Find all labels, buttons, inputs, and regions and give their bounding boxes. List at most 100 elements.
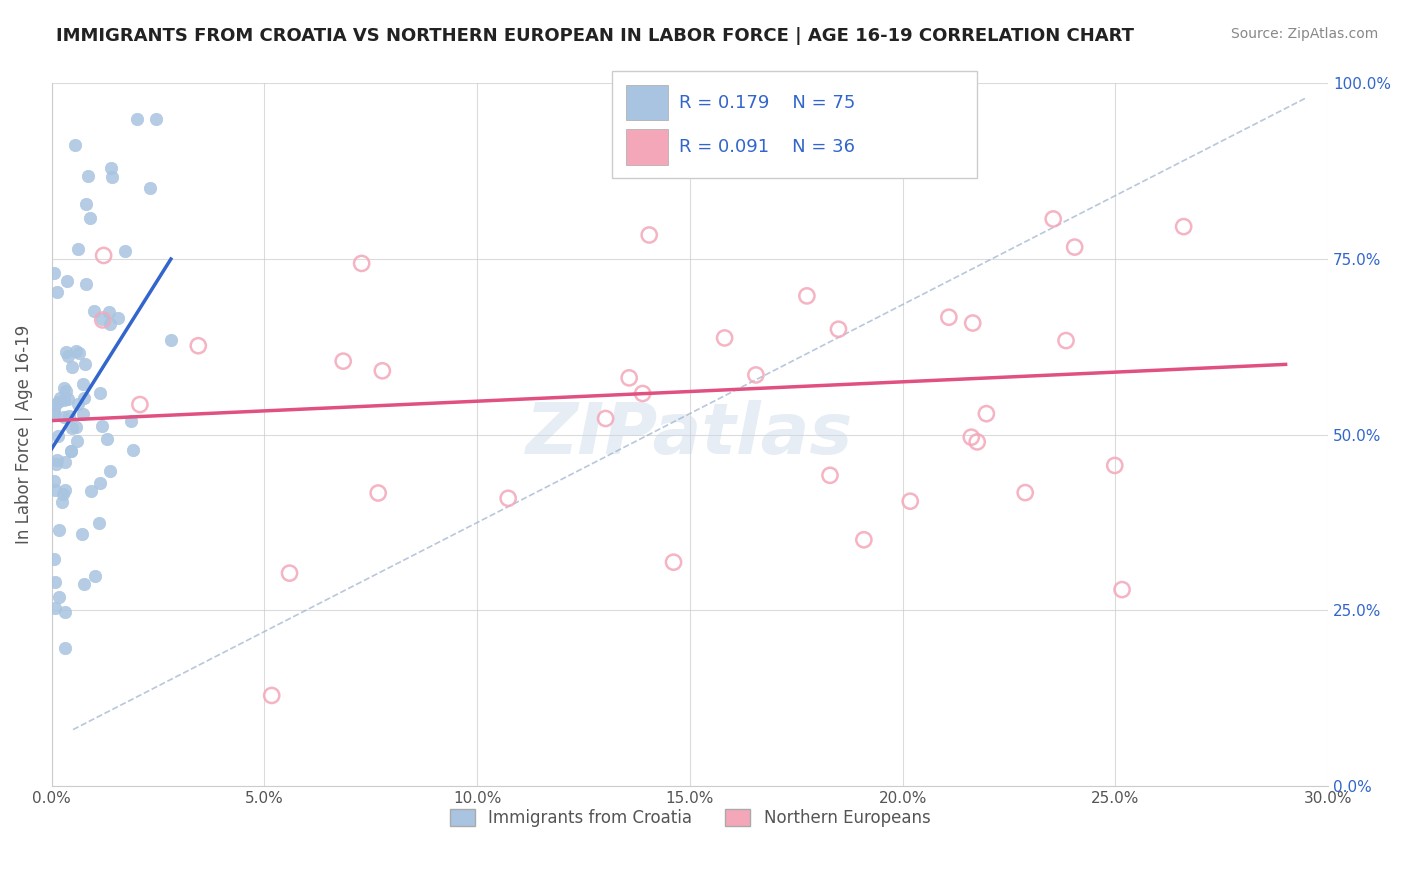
Point	[84, 569, 107, 583]
Point	[367, 486, 389, 500]
Point	[91, 312, 114, 326]
Point	[962, 316, 984, 330]
Text: IMMIGRANTS FROM CROATIA VS NORTHERN EUROPEAN IN LABOR FORCE | AGE 16-19 CORRELAT: IMMIGRANTS FROM CROATIA VS NORTHERN EURO…	[56, 27, 1135, 45]
Point	[80, 483, 103, 498]
Point	[49, 391, 72, 405]
Point	[83, 303, 105, 318]
Point	[52, 410, 75, 425]
Point	[98, 317, 121, 331]
Point	[53, 455, 76, 469]
Point	[139, 181, 162, 195]
Point	[852, 533, 875, 547]
Point	[97, 305, 120, 319]
Point	[42, 407, 65, 421]
Point	[87, 516, 110, 530]
Point	[125, 112, 148, 126]
Text: R = 0.179    N = 75: R = 0.179 N = 75	[679, 94, 855, 112]
Point	[75, 277, 97, 292]
Point	[128, 398, 150, 412]
Point	[56, 349, 79, 363]
Point	[73, 576, 96, 591]
Point	[53, 483, 76, 498]
Point	[107, 311, 129, 326]
Point	[1054, 334, 1077, 348]
Point	[89, 475, 111, 490]
Text: Source: ZipAtlas.com: Source: ZipAtlas.com	[1230, 27, 1378, 41]
Point	[55, 384, 77, 398]
Point	[72, 376, 94, 391]
Point	[45, 457, 67, 471]
Point	[1063, 240, 1085, 254]
Point	[91, 419, 114, 434]
Point	[187, 339, 209, 353]
Point	[1014, 485, 1036, 500]
Point	[67, 345, 90, 359]
Point	[827, 322, 849, 336]
Point	[160, 333, 183, 347]
Point	[818, 468, 841, 483]
Point	[1104, 458, 1126, 473]
Point	[75, 357, 97, 371]
Point	[350, 256, 373, 270]
Point	[70, 527, 93, 541]
Point	[98, 464, 121, 478]
Point	[48, 590, 70, 604]
Point	[55, 344, 77, 359]
Point	[42, 474, 65, 488]
Legend: Immigrants from Croatia, Northern Europeans: Immigrants from Croatia, Northern Europe…	[443, 802, 936, 834]
Point	[53, 381, 76, 395]
Y-axis label: In Labor Force | Age 16-19: In Labor Force | Age 16-19	[15, 325, 32, 544]
Point	[496, 491, 519, 506]
Point	[76, 169, 98, 183]
Point	[966, 434, 988, 449]
Point	[100, 161, 122, 175]
Point	[93, 248, 115, 262]
Point	[662, 555, 685, 569]
Point	[66, 434, 89, 449]
Point	[46, 453, 69, 467]
Point	[42, 404, 65, 418]
Point	[868, 159, 890, 173]
Point	[371, 364, 394, 378]
Point	[898, 494, 921, 508]
Point	[60, 444, 83, 458]
Point	[796, 289, 818, 303]
Point	[1111, 582, 1133, 597]
Point	[67, 242, 90, 256]
Point	[595, 411, 617, 425]
Point	[120, 414, 142, 428]
Point	[66, 397, 89, 411]
Point	[42, 551, 65, 566]
Point	[75, 196, 97, 211]
Text: R = 0.091    N = 36: R = 0.091 N = 36	[679, 138, 855, 156]
Point	[145, 112, 167, 126]
Point	[631, 386, 654, 401]
Point	[48, 523, 70, 537]
Point	[976, 407, 998, 421]
Point	[46, 429, 69, 443]
Point	[58, 392, 80, 406]
Point	[114, 244, 136, 259]
Point	[44, 398, 66, 412]
Point	[72, 408, 94, 422]
Point	[332, 354, 354, 368]
Point	[46, 395, 69, 409]
Point	[56, 274, 79, 288]
Point	[62, 360, 84, 375]
Point	[52, 392, 75, 407]
Point	[73, 391, 96, 405]
Point	[617, 371, 640, 385]
Point	[938, 310, 960, 325]
Point	[42, 266, 65, 280]
Point	[91, 313, 114, 327]
Point	[53, 640, 76, 655]
Point	[52, 487, 75, 501]
Point	[58, 409, 80, 423]
Point	[89, 386, 111, 401]
Point	[46, 285, 69, 299]
Point	[745, 368, 768, 382]
Text: ZIPatlas: ZIPatlas	[526, 401, 853, 469]
Point	[55, 605, 77, 619]
Point	[44, 483, 66, 497]
Point	[260, 689, 283, 703]
